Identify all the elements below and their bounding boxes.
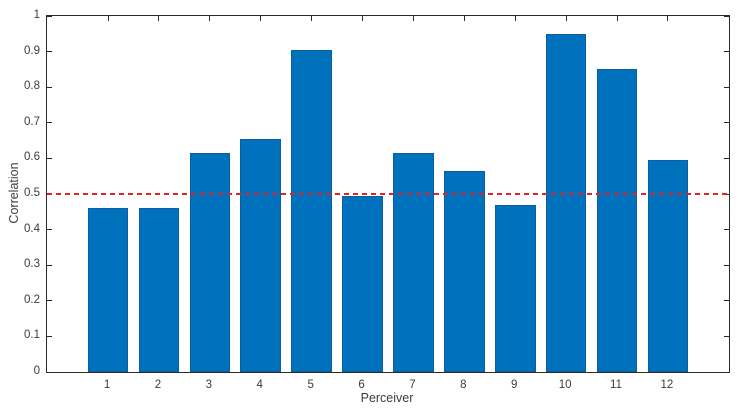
plot-area xyxy=(46,15,730,373)
y-tick-right xyxy=(724,264,729,266)
y-tick-label: 0.3 xyxy=(24,258,40,271)
y-tick-left xyxy=(47,122,52,124)
x-tick-label: 6 xyxy=(358,379,365,391)
x-tick-top xyxy=(616,16,618,21)
y-tick-right xyxy=(724,371,729,373)
y-tick-label: 0.2 xyxy=(24,293,40,306)
x-tick-label: 1 xyxy=(103,379,111,391)
x-tick-top xyxy=(412,16,414,21)
y-tick-right xyxy=(724,122,729,124)
bar xyxy=(393,153,434,372)
y-tick-left xyxy=(47,86,52,88)
x-tick-label: 11 xyxy=(610,379,622,391)
y-tick-label: 0.6 xyxy=(24,151,40,164)
x-tick-label: 10 xyxy=(558,379,572,391)
y-tick-label: 0 xyxy=(33,365,40,377)
bar xyxy=(444,170,485,372)
y-tick-right xyxy=(724,335,729,337)
x-tick-top xyxy=(260,16,262,21)
y-tick-right xyxy=(724,86,729,88)
x-tick-top xyxy=(463,16,465,21)
y-tick-right xyxy=(724,51,729,53)
x-tick-top xyxy=(158,16,160,21)
x-tick-label: 3 xyxy=(205,379,213,391)
bar xyxy=(189,153,231,372)
x-tick-label: 8 xyxy=(460,379,467,391)
y-tick-right xyxy=(724,229,729,231)
y-tick-right xyxy=(724,157,729,159)
y-tick-label: 1 xyxy=(33,9,40,21)
x-tick-label: 12 xyxy=(660,379,674,391)
y-tick-label: 0.7 xyxy=(24,115,40,128)
y-tick-left xyxy=(47,371,52,373)
x-tick-top xyxy=(209,16,211,21)
x-axis-title: Perceiver xyxy=(360,391,414,405)
x-tick-top xyxy=(311,16,313,21)
x-tick-label: 4 xyxy=(256,379,263,391)
bar xyxy=(138,208,180,372)
y-tick-label: 0.1 xyxy=(24,329,40,342)
y-tick-right xyxy=(724,15,729,17)
x-tick-top xyxy=(514,16,516,21)
x-tick-top xyxy=(565,16,567,21)
bar xyxy=(291,49,332,372)
y-tick-label: 0.5 xyxy=(24,187,40,199)
bar xyxy=(342,195,383,372)
y-tick-left xyxy=(47,300,52,302)
bar xyxy=(494,204,536,372)
bar xyxy=(647,160,689,372)
y-tick-left xyxy=(47,229,52,231)
y-tick-label: 0.4 xyxy=(24,222,40,235)
reference-line xyxy=(47,193,729,195)
y-tick-label: 0.8 xyxy=(24,80,40,93)
bar xyxy=(240,138,282,372)
y-tick-left xyxy=(47,51,52,53)
x-tick-top xyxy=(362,16,364,21)
y-tick-left xyxy=(47,157,52,159)
x-tick-label: 9 xyxy=(511,379,518,391)
y-tick-left xyxy=(47,335,52,337)
y-tick-right xyxy=(724,300,729,302)
bar xyxy=(87,208,129,372)
y-tick-left xyxy=(47,264,52,266)
x-tick-label: 5 xyxy=(307,379,314,391)
x-tick-label: 2 xyxy=(154,379,162,391)
y-tick-label: 0.9 xyxy=(24,44,40,57)
x-tick-top xyxy=(667,16,669,21)
bar xyxy=(545,33,587,372)
bar xyxy=(596,69,638,372)
x-tick-top xyxy=(107,16,109,21)
x-tick-label: 7 xyxy=(409,379,416,391)
y-tick-left xyxy=(47,15,52,17)
